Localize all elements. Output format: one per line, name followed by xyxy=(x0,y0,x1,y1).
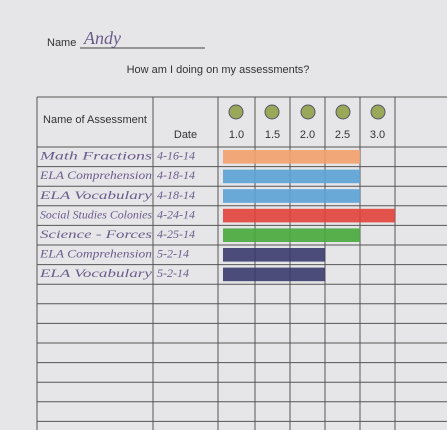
score-bar xyxy=(223,169,360,184)
table-cells: Date 1.0 1.5 2.0 2.5 3.0 Math Fractions 4-16-14… xyxy=(39,129,386,280)
score-bar xyxy=(223,248,325,262)
assessment-name: ELA Comprehension xyxy=(39,247,152,261)
table-grid xyxy=(36,96,447,430)
name-label: Name xyxy=(47,37,76,49)
assessment-date: 4-25-14 xyxy=(157,227,195,241)
face-icon xyxy=(300,104,316,120)
assessment-date: 4-18-14 xyxy=(157,168,195,182)
column-header: 3.0 xyxy=(370,129,385,141)
score-bar xyxy=(223,267,325,282)
column-header: Name of Assessment xyxy=(43,114,147,126)
assessment-date: 5-2-14 xyxy=(157,266,189,280)
face-icon xyxy=(228,104,244,120)
score-bar xyxy=(223,189,360,203)
assessment-name: Math Fractions xyxy=(39,149,153,163)
score-bar xyxy=(223,228,360,242)
score-bars xyxy=(223,150,395,282)
face-icon xyxy=(335,104,351,120)
student-name: Andy xyxy=(83,28,121,48)
face-icons xyxy=(228,104,386,120)
assessment-name: ELA Vocabulary xyxy=(39,188,153,202)
column-header: 2.5 xyxy=(335,129,350,141)
assessment-date: 5-2-14 xyxy=(157,247,189,261)
assessment-date: 4-18-14 xyxy=(157,188,195,202)
assessment-date: 4-16-14 xyxy=(157,149,195,163)
title: How am I doing on my assessments? xyxy=(127,64,310,76)
assessment-name: ELA Vocabulary xyxy=(39,266,153,280)
score-bar xyxy=(223,208,395,223)
assessment-name: Social Studies Colonies xyxy=(40,207,152,221)
column-header: 1.0 xyxy=(229,129,244,141)
assessment-name: ELA Comprehension xyxy=(39,168,152,182)
assessment-name: Science - Forces xyxy=(40,227,152,241)
assessment-date: 4-24-14 xyxy=(157,207,195,221)
column-header: 1.5 xyxy=(265,129,280,141)
column-header: Date xyxy=(174,129,197,141)
score-bar xyxy=(223,150,360,164)
face-icon xyxy=(264,104,280,120)
column-header: 2.0 xyxy=(300,129,315,141)
face-icon xyxy=(370,104,386,120)
